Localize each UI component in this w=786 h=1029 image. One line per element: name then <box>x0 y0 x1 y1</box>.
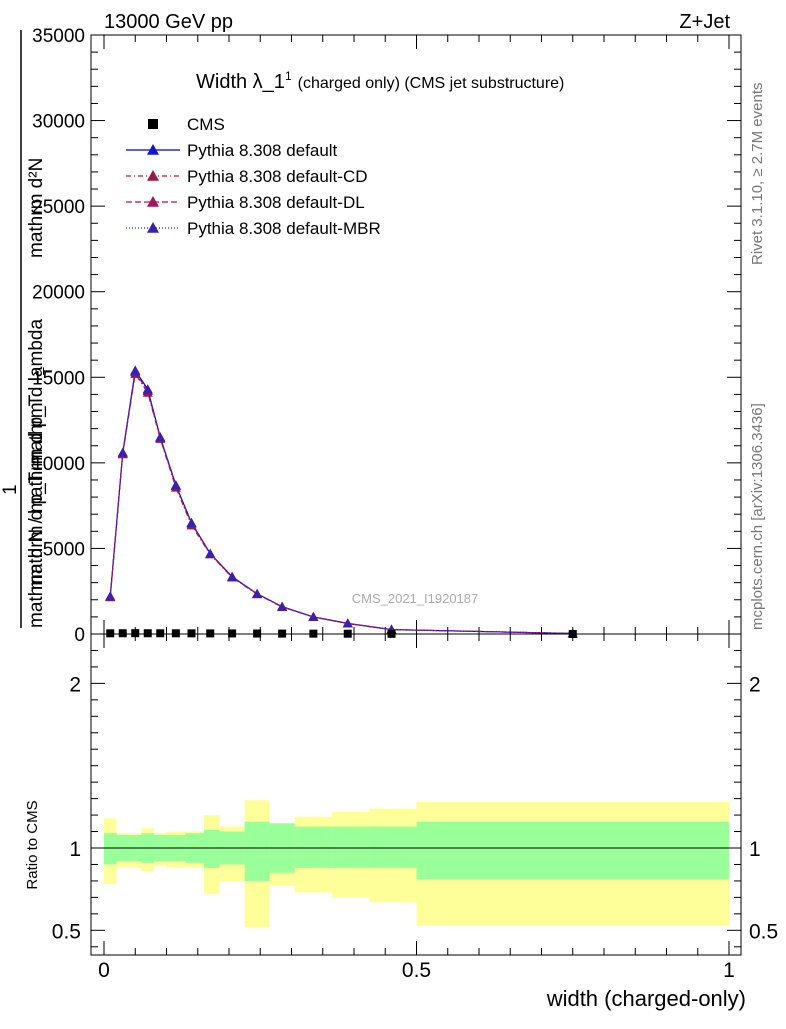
ratio-y-tick-label-right: 1 <box>749 838 761 861</box>
legend-marker <box>147 170 159 181</box>
main-y-ticks: 0 5000 10000 15000 20000 25000 30000 35000 <box>32 26 741 646</box>
ylabel-main: mathrm d p_T mathrm d lambda <box>26 319 47 590</box>
legend-label: Pythia 8.308 default-MBR <box>187 219 381 238</box>
legend: CMS Pythia 8.308 default Pythia 8.308 defa… <box>126 115 381 238</box>
chart-title: Width λ_11 (charged only) (CMS jet substr… <box>196 69 564 93</box>
main-plot-panel: 0 5000 10000 15000 20000 25000 30000 35000 CMS_… <box>32 26 742 646</box>
ratio-y-tick-label: 2 <box>69 673 81 696</box>
ratio-y-tick-label-right: 2 <box>749 673 761 696</box>
main-ylabel: mathrm d²N mathrm d p_T mathrm d lambda … <box>0 30 55 628</box>
x-tick-label: 0 <box>98 959 110 982</box>
stat-band <box>104 833 117 865</box>
ratio-x-ticks: 0 0.5 1 <box>98 634 735 982</box>
chart-title-suffix: (charged only) (CMS jet substructure) <box>298 75 565 92</box>
stat-band <box>369 826 417 868</box>
series-marker <box>252 588 263 598</box>
ratio-y-tick-label: 1 <box>69 838 81 861</box>
data-point <box>118 629 127 638</box>
data-point <box>171 629 180 638</box>
legend-label: Pythia 8.308 default <box>187 141 338 160</box>
stat-band <box>294 826 333 868</box>
y-tick-label: 0 <box>74 625 85 646</box>
ylabel-sub: T <box>40 367 55 375</box>
y-tick-label: 30000 <box>32 112 85 133</box>
data-point <box>106 629 115 638</box>
ratio-y-tick-label-right: 0.5 <box>749 920 778 943</box>
series-marker <box>155 432 166 442</box>
data-point <box>131 629 140 638</box>
stat-band <box>244 821 270 881</box>
ylabel-one: 1 <box>0 484 21 495</box>
series-marker <box>142 385 153 395</box>
legend-marker <box>147 222 159 233</box>
y-tick-label: 5000 <box>43 539 85 560</box>
series-marker <box>227 571 238 581</box>
analysis-watermark: CMS_2021_I1920187 <box>352 591 479 606</box>
series-line <box>109 368 573 635</box>
chart-title-text: Width λ_1 <box>196 71 285 93</box>
series-marker <box>170 480 181 490</box>
series-marker <box>342 618 353 628</box>
stat-band <box>204 829 220 868</box>
series-marker <box>277 601 288 611</box>
data-point <box>187 629 196 638</box>
ratio-plot-panel: 0.5 0.51 12 2 0 0.5 1 Ratio to CMS width (cha… <box>24 633 778 1011</box>
legend-label: Pythia 8.308 default-CD <box>187 167 368 186</box>
rivet-label: Rivet 3.1.10, ≥ 2.7M events <box>749 83 766 266</box>
stat-band <box>332 826 370 868</box>
legend-label-cms: CMS <box>187 115 225 134</box>
legend-label: Pythia 8.308 default-DL <box>187 193 365 212</box>
main-series <box>105 365 578 638</box>
y-tick-label: 15000 <box>32 368 85 389</box>
series-marker <box>308 611 319 621</box>
ratio-ylabel: Ratio to CMS <box>24 800 41 889</box>
y-tick-label: 20000 <box>32 283 85 304</box>
series-marker <box>130 366 141 376</box>
y-tick-label: 10000 <box>32 454 85 475</box>
header-right: Z+Jet <box>679 11 730 33</box>
data-point <box>143 629 152 638</box>
header-left: 13000 GeV pp <box>104 11 233 33</box>
series-marker <box>186 518 197 528</box>
series-marker <box>117 447 128 457</box>
ratio-y-ticks: 0.5 0.5 1 1 2 2 <box>52 649 778 948</box>
series-marker <box>205 548 216 558</box>
data-point <box>228 629 237 638</box>
x-tick-label: 0.5 <box>402 959 431 982</box>
ylabel-bottom: mathrm d N / mathrm d p_T <box>26 394 47 628</box>
x-tick-label: 1 <box>723 959 735 982</box>
series-line <box>109 372 573 635</box>
y-tick-label: 25000 <box>32 197 85 218</box>
data-point <box>206 629 215 638</box>
series-line <box>109 369 573 635</box>
y-tick-label: 35000 <box>32 26 85 47</box>
chart-title-sup: 1 <box>285 69 292 83</box>
legend-marker <box>147 196 159 207</box>
ratio-y-tick-label: 0.5 <box>52 920 81 943</box>
mcplots-label: mcplots.cern.ch [arXiv:1306.3436] <box>749 403 766 630</box>
data-point <box>156 629 165 638</box>
x-axis-label: width (charged-only) <box>546 986 746 1011</box>
ylabel-top: mathrm d²N <box>26 158 47 258</box>
legend-marker <box>147 144 159 155</box>
ratio-bands <box>104 800 729 928</box>
stat-band <box>416 821 729 880</box>
series-marker <box>105 591 116 601</box>
legend-marker-cms <box>148 119 158 129</box>
series-line <box>109 370 573 635</box>
